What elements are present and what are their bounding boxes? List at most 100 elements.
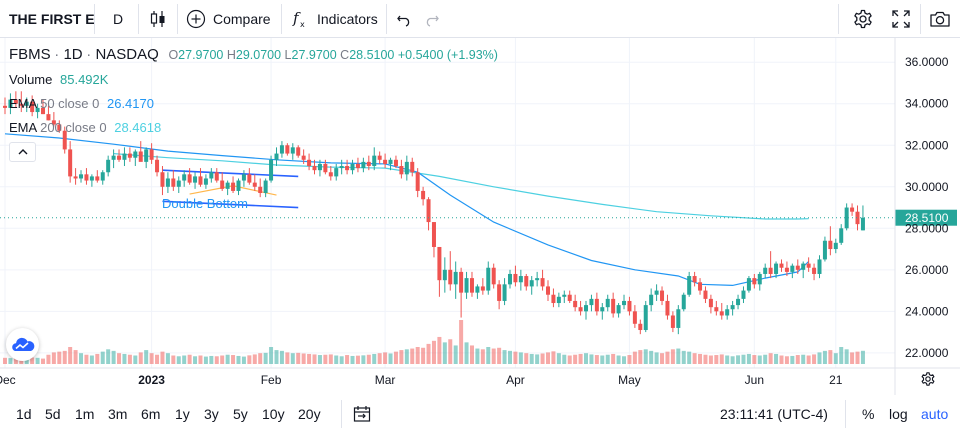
candle-body bbox=[117, 155, 122, 160]
ema50-legend[interactable]: EMA 50 close 0 26.4170 bbox=[9, 96, 154, 111]
log-toggle[interactable]: log bbox=[889, 406, 908, 422]
ohlc-values: O27.9700 H29.0700 L27.9700 C28.5100 +0.5… bbox=[168, 48, 498, 62]
candle-body bbox=[30, 101, 35, 113]
candle-body bbox=[421, 190, 426, 200]
volume-bar bbox=[149, 353, 154, 364]
price-chart[interactable]: 28.5100 36.0000 34.0000 32.0000 30.0000 28.0… bbox=[0, 38, 960, 395]
candle-body bbox=[317, 163, 322, 171]
interval-button[interactable]: D bbox=[113, 0, 123, 38]
candle-body bbox=[328, 172, 333, 177]
redo-button[interactable] bbox=[424, 0, 440, 38]
range-button-1m[interactable]: 1m bbox=[75, 406, 95, 422]
go-to-date-button[interactable] bbox=[353, 405, 371, 428]
chart-area[interactable]: 28.5100 36.0000 34.0000 32.0000 30.0000 28.0… bbox=[0, 38, 960, 395]
candle-body bbox=[241, 174, 246, 181]
volume-bar bbox=[822, 350, 827, 364]
volume-bar bbox=[632, 351, 637, 364]
ema50-params: 50 close 0 bbox=[40, 96, 100, 111]
range-button-5y[interactable]: 5y bbox=[233, 406, 248, 422]
candle-body bbox=[643, 305, 648, 331]
volume-bar bbox=[334, 355, 339, 364]
candle-body bbox=[638, 323, 643, 331]
range-button-20y[interactable]: 20y bbox=[298, 406, 321, 422]
volume-bar bbox=[638, 350, 643, 364]
range-button-5d[interactable]: 5d bbox=[45, 406, 61, 422]
indicators-button[interactable]: f x Indicators bbox=[292, 0, 378, 38]
y-tick-label: 22.0000 bbox=[905, 346, 949, 360]
ema-lines bbox=[4, 133, 810, 287]
candle-body bbox=[475, 286, 480, 293]
volume-bar bbox=[182, 355, 187, 364]
symbol-search-button[interactable]: THE FIRST E bbox=[9, 0, 95, 38]
toolbar-divider bbox=[94, 4, 95, 34]
volume-bar bbox=[366, 354, 371, 364]
volume-bar bbox=[860, 350, 865, 364]
ema200-legend[interactable]: EMA 200 close 0 28.4618 bbox=[9, 120, 161, 135]
clock[interactable]: 23:11:41 (UTC-4) bbox=[720, 406, 828, 422]
gear-icon bbox=[921, 372, 935, 386]
candle-body bbox=[551, 294, 556, 304]
candle-body bbox=[763, 267, 768, 274]
settings-button[interactable] bbox=[852, 0, 874, 38]
chart-style-button[interactable] bbox=[148, 0, 168, 38]
volume-bar bbox=[73, 350, 78, 364]
range-button-1d[interactable]: 1d bbox=[16, 406, 32, 422]
volume-bar bbox=[649, 350, 654, 364]
volume-bar bbox=[708, 355, 713, 364]
y-tick-label: 26.0000 bbox=[905, 263, 949, 277]
candle-body bbox=[784, 267, 789, 272]
volume-legend[interactable]: Volume 85.492K bbox=[9, 72, 108, 87]
range-button-3m[interactable]: 3m bbox=[108, 406, 128, 422]
candle-body bbox=[100, 172, 105, 181]
candle-body bbox=[600, 307, 605, 312]
volume-bar bbox=[850, 352, 855, 364]
candle-body bbox=[399, 166, 404, 175]
axis-settings-button[interactable] bbox=[920, 371, 936, 392]
low-value: 27.9700 bbox=[291, 48, 337, 62]
candle-body bbox=[334, 168, 339, 177]
volume-bar bbox=[502, 350, 507, 364]
tradingview-logo[interactable] bbox=[6, 328, 39, 361]
double-bottom-label[interactable]: Double Bottom bbox=[162, 196, 248, 211]
candle-body bbox=[708, 298, 713, 308]
candle-body bbox=[670, 315, 675, 328]
range-button-6m[interactable]: 6m bbox=[141, 406, 161, 422]
volume-bar bbox=[377, 353, 382, 364]
auto-toggle[interactable]: auto bbox=[921, 406, 949, 422]
volume-bar bbox=[317, 355, 322, 364]
volume-bar bbox=[459, 320, 464, 364]
candle-body bbox=[127, 153, 132, 158]
x-tick-label: Jun bbox=[745, 373, 764, 387]
volume-bar bbox=[817, 352, 822, 364]
volume-bar bbox=[241, 356, 246, 364]
compare-button[interactable]: Compare bbox=[186, 0, 271, 38]
volume-bar bbox=[62, 350, 67, 364]
range-button-3y[interactable]: 3y bbox=[204, 406, 219, 422]
y-tick-label: 24.0000 bbox=[905, 304, 949, 318]
candle-body bbox=[355, 163, 360, 169]
legend-collapse-button[interactable] bbox=[9, 142, 36, 162]
range-button-1y[interactable]: 1y bbox=[175, 406, 190, 422]
volume-bar bbox=[383, 352, 388, 364]
volume-bars bbox=[3, 320, 865, 364]
volume-bar bbox=[35, 357, 40, 364]
volume-bar bbox=[393, 351, 398, 364]
undo-button[interactable] bbox=[396, 0, 412, 38]
volume-bar bbox=[51, 352, 56, 364]
candle-body bbox=[13, 99, 18, 104]
range-button-10y[interactable]: 10y bbox=[262, 406, 285, 422]
volume-bar bbox=[546, 352, 550, 364]
camera-icon bbox=[930, 11, 950, 27]
volume-bar bbox=[529, 353, 534, 364]
percent-toggle[interactable]: % bbox=[862, 406, 875, 422]
candle-body bbox=[236, 180, 241, 191]
ema50-name: EMA bbox=[9, 96, 37, 111]
snapshot-button[interactable] bbox=[929, 0, 951, 38]
candle-body bbox=[165, 178, 170, 187]
volume-bar bbox=[746, 353, 751, 364]
candle-body bbox=[681, 294, 686, 310]
x-tick-label: 2023 bbox=[138, 373, 165, 387]
fullscreen-button[interactable] bbox=[891, 0, 911, 38]
candle-body bbox=[535, 278, 540, 281]
volume-bar bbox=[763, 354, 768, 364]
